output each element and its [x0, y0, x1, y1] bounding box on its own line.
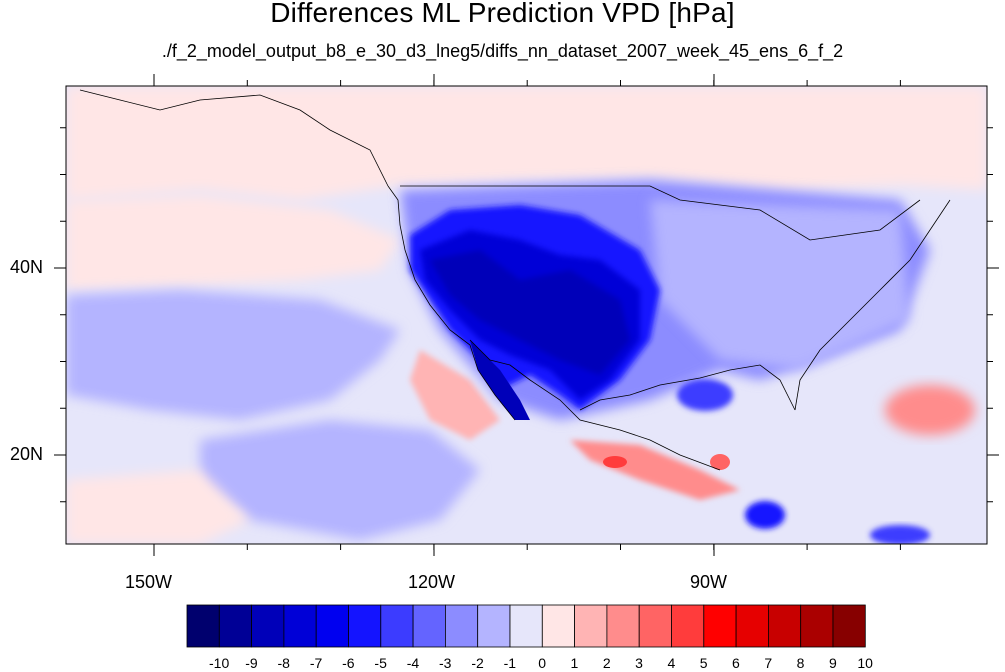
- colorbar-swatch: [832, 604, 866, 648]
- colorbar-label: -7: [309, 655, 323, 671]
- colorbar-swatch: [671, 604, 705, 648]
- axis-ticks: [54, 74, 999, 556]
- colorbar-swatch: [509, 604, 543, 648]
- colorbar-swatch: [477, 604, 511, 648]
- colorbar-label: 10: [857, 655, 873, 671]
- colorbar-label: 7: [764, 655, 773, 671]
- colorbar-label: 4: [667, 655, 676, 671]
- map-title: Differences ML Prediction VPD [hPa]: [270, 0, 735, 28]
- colorbar: [186, 604, 866, 648]
- anomaly-field: [66, 86, 987, 544]
- colorbar-label: -9: [245, 655, 258, 671]
- colorbar-swatch: [218, 604, 253, 648]
- colorbar-swatch: [186, 604, 220, 648]
- colorbar-label: 6: [732, 655, 740, 671]
- colorbar-label: 2: [602, 655, 611, 671]
- colorbar-label: -10: [209, 655, 230, 671]
- colorbar-swatch: [735, 604, 769, 648]
- colorbar-swatch: [348, 604, 382, 648]
- colorbar-swatch: [444, 604, 479, 648]
- colorbar-swatch: [541, 604, 575, 648]
- lon-label-120w: 120W: [408, 572, 456, 592]
- colorbar-swatch: [380, 604, 414, 648]
- lon-label-150w: 150W: [125, 572, 173, 592]
- colorbar-label: 8: [796, 655, 805, 671]
- colorbar-label: -1: [503, 655, 517, 671]
- colorbar-label: 5: [699, 655, 708, 671]
- colorbar-swatch: [574, 604, 608, 648]
- colorbar-label: -3: [439, 655, 452, 671]
- colorbar-swatch: [315, 604, 349, 648]
- lat-label-40n: 40N: [10, 257, 44, 277]
- colorbar-label: -2: [471, 655, 484, 671]
- colorbar-swatch: [251, 604, 285, 648]
- colorbar-swatch: [703, 604, 737, 648]
- colorbar-label: -4: [406, 655, 420, 671]
- colorbar-label: 9: [828, 655, 837, 671]
- colorbar-swatch: [283, 604, 317, 648]
- colorbar-swatch: [768, 604, 802, 648]
- lon-label-90w: 90W: [690, 572, 728, 592]
- colorbar-label: -6: [342, 655, 355, 671]
- coastlines: [79, 89, 951, 471]
- colorbar-swatch: [606, 604, 640, 648]
- colorbar-label: 1: [570, 655, 579, 671]
- colorbar-label: 3: [635, 655, 643, 671]
- colorbar-label: -8: [277, 655, 290, 671]
- colorbar-swatch: [638, 604, 672, 648]
- colorbar-swatch: [800, 604, 834, 648]
- map-subtitle: ./f_2_model_output_b8_e_30_d3_lneg5/diff…: [161, 41, 844, 61]
- colorbar-label: 0: [538, 655, 547, 671]
- colorbar-label: -5: [374, 655, 387, 671]
- lat-label-20n: 20N: [10, 444, 44, 464]
- colorbar-swatch: [412, 604, 446, 648]
